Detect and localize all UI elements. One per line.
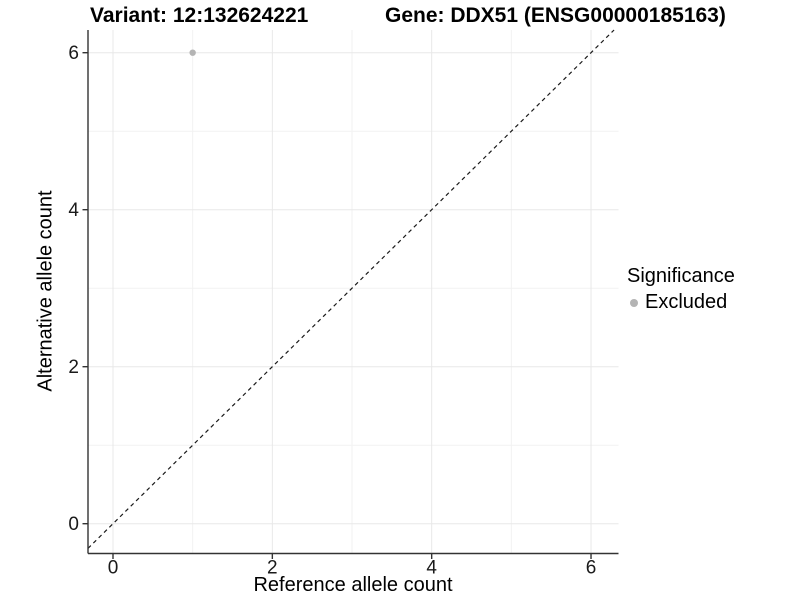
gene-title: Gene: DDX51 (ENSG00000185163) [385,4,726,27]
x-tick-label: 6 [586,558,597,579]
identity-dashed-line [87,29,615,549]
variant-title: Variant: 12:132624221 [90,4,309,27]
legend-point-icon [630,298,638,307]
x-tick-label: 0 [108,558,119,579]
y-tick-label: 4 [68,200,79,221]
y-tick-label: 2 [68,357,79,378]
y-axis-title: Alternative allele count [34,190,57,392]
legend: Significance Excluded [627,265,735,314]
legend-item-excluded: Excluded [627,291,735,314]
x-tick-label: 4 [426,558,437,579]
legend-title: Significance [627,265,735,287]
x-tick-label: 2 [267,558,278,579]
x-axis-title: Reference allele count [253,574,453,596]
y-tick-label: 0 [68,514,79,535]
legend-item-label: Excluded [645,291,728,313]
data-point [189,49,196,56]
y-tick-label: 6 [68,43,79,64]
